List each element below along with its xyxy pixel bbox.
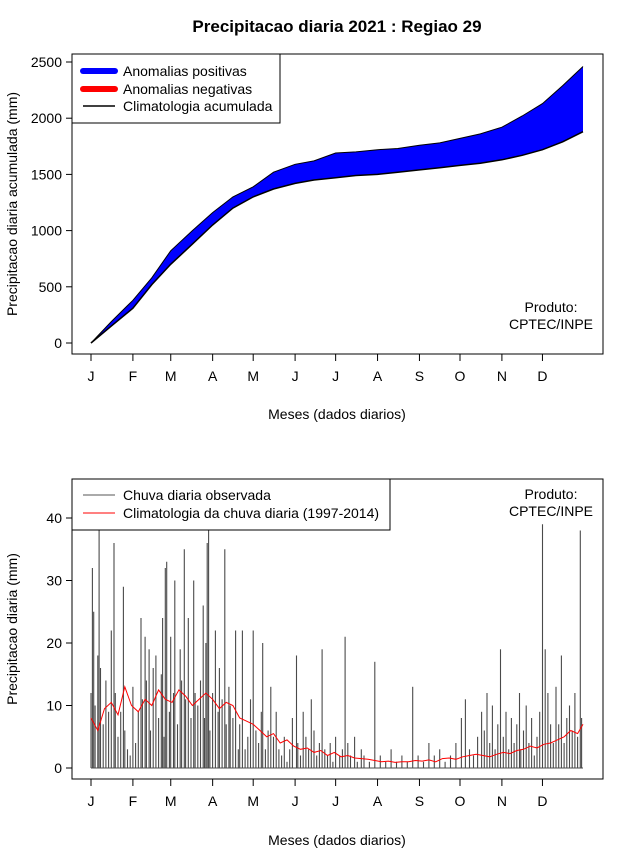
y-tick-label: 1000 bbox=[31, 223, 62, 239]
c1-credit-line-1: Produto: bbox=[525, 299, 578, 315]
y-tick-label: 2500 bbox=[31, 54, 62, 70]
y-tick-label: 2000 bbox=[31, 110, 62, 126]
c2-axes: 0 10 20 30 40 J F M A M J J A S O N D bbox=[46, 510, 547, 809]
month-tick-label: A bbox=[373, 368, 383, 384]
c1-y-axis-label: Precipitacao diaria acumulada (mm) bbox=[4, 92, 20, 316]
y-tick-label: 0 bbox=[54, 760, 62, 776]
month-tick-label: J bbox=[332, 793, 339, 809]
month-tick-label: S bbox=[415, 368, 424, 384]
y-tick-label: 40 bbox=[46, 510, 62, 526]
month-tick-label: J bbox=[292, 368, 299, 384]
figure-title: Precipitacao diaria 2021 : Regiao 29 bbox=[192, 17, 481, 36]
c1-credit-line-2: CPTEC/INPE bbox=[509, 316, 593, 332]
c2-legend-label-climatology: Climatologia da chuva diaria (1997-2014) bbox=[123, 505, 379, 521]
month-tick-label: S bbox=[415, 793, 424, 809]
c1-legend: Anomalias positivas Anomalias negativas … bbox=[71, 53, 281, 124]
month-tick-label: M bbox=[247, 793, 259, 809]
c1-legend-label-negative: Anomalias negativas bbox=[123, 81, 252, 97]
month-tick-label: J bbox=[292, 793, 299, 809]
y-tick-label: 500 bbox=[39, 279, 63, 295]
c1-legend-label-climatology: Climatologia acumulada bbox=[123, 98, 273, 114]
month-tick-label: N bbox=[497, 793, 507, 809]
month-tick-label: A bbox=[208, 793, 218, 809]
c2-x-axis-label: Meses (dados diarios) bbox=[268, 832, 406, 848]
month-tick-label: J bbox=[88, 368, 95, 384]
month-tick-label: J bbox=[88, 793, 95, 809]
y-tick-label: 10 bbox=[46, 698, 62, 714]
month-tick-label: F bbox=[129, 368, 138, 384]
anomaly-area-layer bbox=[90, 66, 584, 344]
month-tick-label: A bbox=[373, 793, 383, 809]
c1-x-axis-label: Meses (dados diarios) bbox=[268, 406, 406, 422]
month-tick-label: O bbox=[455, 368, 466, 384]
month-tick-label: M bbox=[165, 793, 177, 809]
y-tick-label: 30 bbox=[46, 573, 62, 589]
month-tick-label: M bbox=[247, 368, 259, 384]
c2-legend-label-observed: Chuva diaria observada bbox=[123, 487, 271, 503]
month-tick-label: D bbox=[537, 793, 547, 809]
y-tick-label: 20 bbox=[46, 635, 62, 651]
c2-y-axis-label: Precipitacao diaria (mm) bbox=[4, 553, 20, 705]
month-tick-label: D bbox=[537, 368, 547, 384]
month-tick-label: A bbox=[208, 368, 218, 384]
climatology-line-layer bbox=[90, 685, 584, 763]
c2-legend-box bbox=[71, 478, 391, 531]
daily-chart: 0 10 20 30 40 J F M A M J J A S O N D Meses (dados diari… bbox=[4, 478, 604, 848]
month-tick-label: J bbox=[332, 368, 339, 384]
month-tick-label: M bbox=[165, 368, 177, 384]
climatology-accumulated-line bbox=[90, 131, 584, 344]
c2-legend: Chuva diaria observada Climatologia da c… bbox=[71, 478, 391, 531]
c2-credit-line-1: Produto: bbox=[525, 486, 578, 502]
c1-legend-label-positive: Anomalias positivas bbox=[123, 63, 247, 79]
accumulated-chart: 0 500 1000 1500 2000 2500 J F M A M J J A S O N D Meses (… bbox=[4, 53, 604, 422]
month-tick-label: F bbox=[129, 793, 138, 809]
y-tick-label: 1500 bbox=[31, 166, 62, 182]
observed-accumulated-line bbox=[90, 66, 584, 344]
y-tick-label: 0 bbox=[54, 335, 62, 351]
month-tick-label: O bbox=[455, 793, 466, 809]
c2-credit-line-2: CPTEC/INPE bbox=[509, 503, 593, 519]
c1-plot-frame bbox=[71, 53, 604, 355]
daily-bars-layer bbox=[90, 524, 583, 769]
climatology-daily-line bbox=[90, 685, 584, 763]
month-tick-label: N bbox=[497, 368, 507, 384]
